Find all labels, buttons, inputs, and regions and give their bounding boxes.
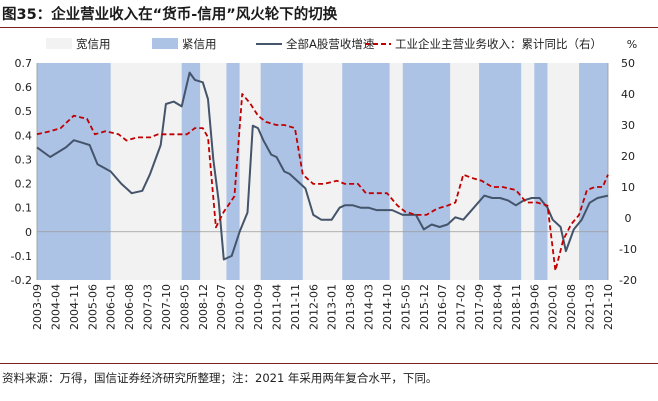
series-line-industrial-revenue <box>36 93 609 272</box>
x-axis-ticks: 2003-09 2004-04 2004-11 2005-06 2006-01 2006-… <box>31 284 615 330</box>
x-tick-label: 2010-02 <box>234 284 247 330</box>
tight-credit-band-8 <box>579 63 608 280</box>
left-tick-label: 0.6 <box>15 81 33 94</box>
tight-credit-band-6 <box>479 63 522 280</box>
x-tick-label: 2017-09 <box>473 284 486 330</box>
right-tick-label: 0 <box>625 212 632 225</box>
x-tick-label: 2015-05 <box>399 284 412 330</box>
x-tick-label: 2007-10 <box>160 284 173 330</box>
left-tick-label: -0.1 <box>11 250 32 263</box>
x-tick-label: 2004-11 <box>68 284 81 330</box>
x-tick-label: 2020-01 <box>547 284 560 330</box>
tight-credit-bands <box>37 63 608 280</box>
x-tick-label: 2005-06 <box>86 284 99 330</box>
tight-credit-band-3 <box>260 63 303 280</box>
chart-title: 图35：企业营业收入在“货币-信用”风火轮下的切换 <box>2 7 338 23</box>
x-tick-label: 2006-08 <box>123 284 136 330</box>
tight-credit-band-1 <box>181 63 201 280</box>
x-tick-label: 2014-10 <box>381 284 394 330</box>
legend: 宽信用 紧信用 全部A股营收增速 工业企业主营业务收入：累计同比（右） <box>46 37 602 51</box>
legend-label-0: 宽信用 <box>76 37 111 51</box>
right-tick-label: 10 <box>621 181 635 194</box>
x-tick-label: 2019-06 <box>528 284 541 330</box>
left-axis-ticks: -0.2 -0.1 0 0.1 0.2 0.3 0.4 0.5 0.6 0.7 <box>11 57 32 287</box>
x-tick-label: 2014-03 <box>363 284 376 330</box>
x-tick-label: 2008-12 <box>197 284 210 330</box>
tight-credit-band-7 <box>534 63 548 280</box>
left-tick-label: 0.3 <box>15 153 33 166</box>
right-axis-ticks: -20 -10 0 10 20 30 40 50 <box>619 57 637 287</box>
tight-credit-band-5 <box>402 63 451 280</box>
x-tick-label: 2018-04 <box>491 284 504 330</box>
legend-swatch-1 <box>152 38 178 49</box>
x-tick-label: 2006-01 <box>105 284 118 330</box>
x-tick-label: 2012-06 <box>307 284 320 330</box>
x-tick-label: 2009-07 <box>215 284 228 330</box>
right-tick-label: 20 <box>621 150 635 163</box>
title-rule <box>0 27 658 28</box>
x-tick-label: 2011-04 <box>270 284 283 330</box>
left-tick-label: 0.2 <box>15 178 33 191</box>
x-tick-label: 2018-11 <box>510 284 523 330</box>
x-tick-label: 2021-10 <box>602 284 615 330</box>
legend-label-2: 全部A股营收增速 <box>286 37 375 51</box>
tight-credit-band-0 <box>37 63 111 280</box>
wide-credit-background <box>37 63 608 280</box>
x-tick-label: 2015-12 <box>418 284 431 330</box>
legend-label-3: 工业企业主营业务收入：累计同比（右） <box>395 37 602 51</box>
source-note: 资料来源：万得，国信证券经济研究所整理；注：2021 年采用两年复合水平，下同。 <box>2 371 438 385</box>
source-rule <box>0 363 658 364</box>
x-tick-label: 2021-03 <box>584 284 597 330</box>
legend-label-1: 紧信用 <box>182 37 217 51</box>
right-tick-label: -10 <box>619 243 637 256</box>
tight-credit-band-4 <box>342 63 390 280</box>
x-tick-label: 2013-08 <box>344 284 357 330</box>
x-tick-label: 2020-08 <box>565 284 578 330</box>
legend-swatch-0 <box>46 38 72 49</box>
x-tick-label: 2007-03 <box>142 284 155 330</box>
x-tick-label: 2004-04 <box>49 284 62 330</box>
left-tick-label: 0.1 <box>15 202 33 215</box>
series-line-a-share-revenue <box>36 71 609 261</box>
x-tick-label: 2017-02 <box>455 284 468 330</box>
tight-credit-band-2 <box>226 63 240 280</box>
right-axis-unit: % <box>627 38 637 51</box>
series-lines <box>36 71 609 272</box>
left-tick-label: 0 <box>25 226 32 239</box>
x-tick-label: 2003-09 <box>31 284 44 330</box>
x-tick-label: 2013-01 <box>326 284 339 330</box>
x-tick-label: 2011-11 <box>289 284 302 330</box>
left-tick-label: -0.2 <box>11 274 32 287</box>
left-tick-label: 0.4 <box>15 129 33 142</box>
right-tick-label: 30 <box>621 119 635 132</box>
x-tick-label: 2008-05 <box>178 284 191 330</box>
x-tick-label: 2010-09 <box>252 284 265 330</box>
right-tick-label: -20 <box>619 274 637 287</box>
right-tick-label: 40 <box>621 88 635 101</box>
left-tick-label: 0.7 <box>15 57 33 70</box>
x-tick-label: 2016-07 <box>436 284 449 330</box>
left-tick-label: 0.5 <box>15 105 33 118</box>
right-tick-label: 50 <box>621 57 635 70</box>
grid <box>36 63 609 280</box>
